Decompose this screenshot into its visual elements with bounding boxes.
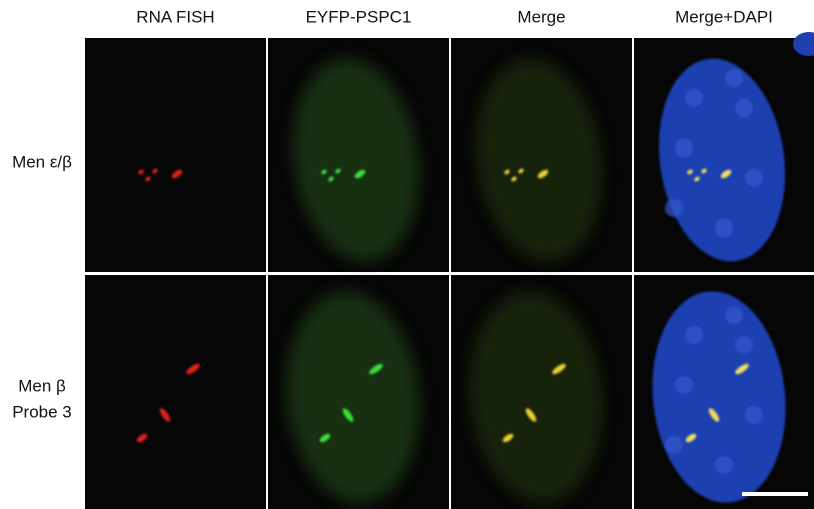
nucleolus bbox=[715, 219, 733, 237]
fish-spot bbox=[720, 169, 732, 179]
image-panel bbox=[268, 38, 449, 272]
nucleus-dapi bbox=[658, 58, 786, 262]
nucleus-signal bbox=[286, 291, 420, 503]
nucleolus bbox=[725, 306, 743, 324]
column-header: RNA FISH bbox=[136, 7, 214, 26]
column-header: Merge bbox=[517, 7, 565, 26]
fish-spot bbox=[518, 168, 524, 174]
column-header: EYFP-PSPC1 bbox=[306, 7, 412, 26]
row-label: Men β bbox=[18, 376, 66, 395]
fish-spot bbox=[138, 169, 144, 175]
column-header: Merge+DAPI bbox=[675, 7, 773, 26]
row-label: Probe 3 bbox=[12, 402, 72, 421]
image-panel bbox=[634, 275, 814, 509]
fish-spot bbox=[735, 363, 749, 375]
fish-spot bbox=[159, 408, 171, 422]
fish-spot bbox=[186, 363, 200, 375]
nucleolus bbox=[725, 69, 743, 87]
nucleus-signal bbox=[292, 58, 420, 262]
nucleolus bbox=[665, 436, 683, 454]
fish-spot bbox=[537, 169, 549, 179]
fish-spot bbox=[171, 169, 183, 179]
nucleus-signal bbox=[475, 58, 603, 262]
fish-spot bbox=[525, 408, 537, 422]
fish-spot bbox=[145, 176, 151, 182]
nucleolus bbox=[665, 199, 683, 217]
fish-spot bbox=[502, 433, 514, 443]
panel-background bbox=[85, 38, 266, 272]
image-panel bbox=[451, 38, 632, 272]
fish-spot bbox=[136, 433, 148, 443]
image-panel bbox=[634, 32, 814, 272]
fish-spot bbox=[504, 169, 510, 175]
scale-bar bbox=[742, 492, 808, 496]
nucleolus bbox=[685, 89, 703, 107]
fish-spot bbox=[511, 176, 517, 182]
fish-spot bbox=[701, 168, 707, 174]
neighbor-nucleus bbox=[793, 32, 814, 56]
fish-spot bbox=[354, 169, 366, 179]
panel-background bbox=[85, 275, 266, 509]
fish-spot bbox=[152, 168, 158, 174]
image-panel bbox=[268, 275, 449, 509]
fish-spot bbox=[708, 408, 720, 422]
nucleolus bbox=[685, 326, 703, 344]
fish-spot bbox=[335, 168, 341, 174]
fish-spot bbox=[687, 169, 693, 175]
image-panel bbox=[85, 38, 266, 272]
nucleolus bbox=[675, 139, 693, 157]
image-panel bbox=[85, 275, 266, 509]
nucleolus bbox=[745, 406, 763, 424]
nucleolus bbox=[735, 336, 753, 354]
nucleolus bbox=[735, 99, 753, 117]
fish-spot bbox=[321, 169, 327, 175]
fish-spot bbox=[552, 363, 566, 375]
nucleolus bbox=[675, 376, 693, 394]
row-label: Men ε/β bbox=[12, 152, 72, 171]
fish-spot bbox=[319, 433, 331, 443]
nucleolus bbox=[745, 169, 763, 187]
fish-spot bbox=[342, 408, 354, 422]
nucleolus bbox=[715, 456, 733, 474]
fish-spot bbox=[369, 363, 383, 375]
fish-spot bbox=[694, 176, 700, 182]
nucleus-signal bbox=[469, 291, 603, 503]
image-panel bbox=[451, 275, 632, 509]
fish-spot bbox=[328, 176, 334, 182]
fish-spot bbox=[685, 433, 697, 443]
